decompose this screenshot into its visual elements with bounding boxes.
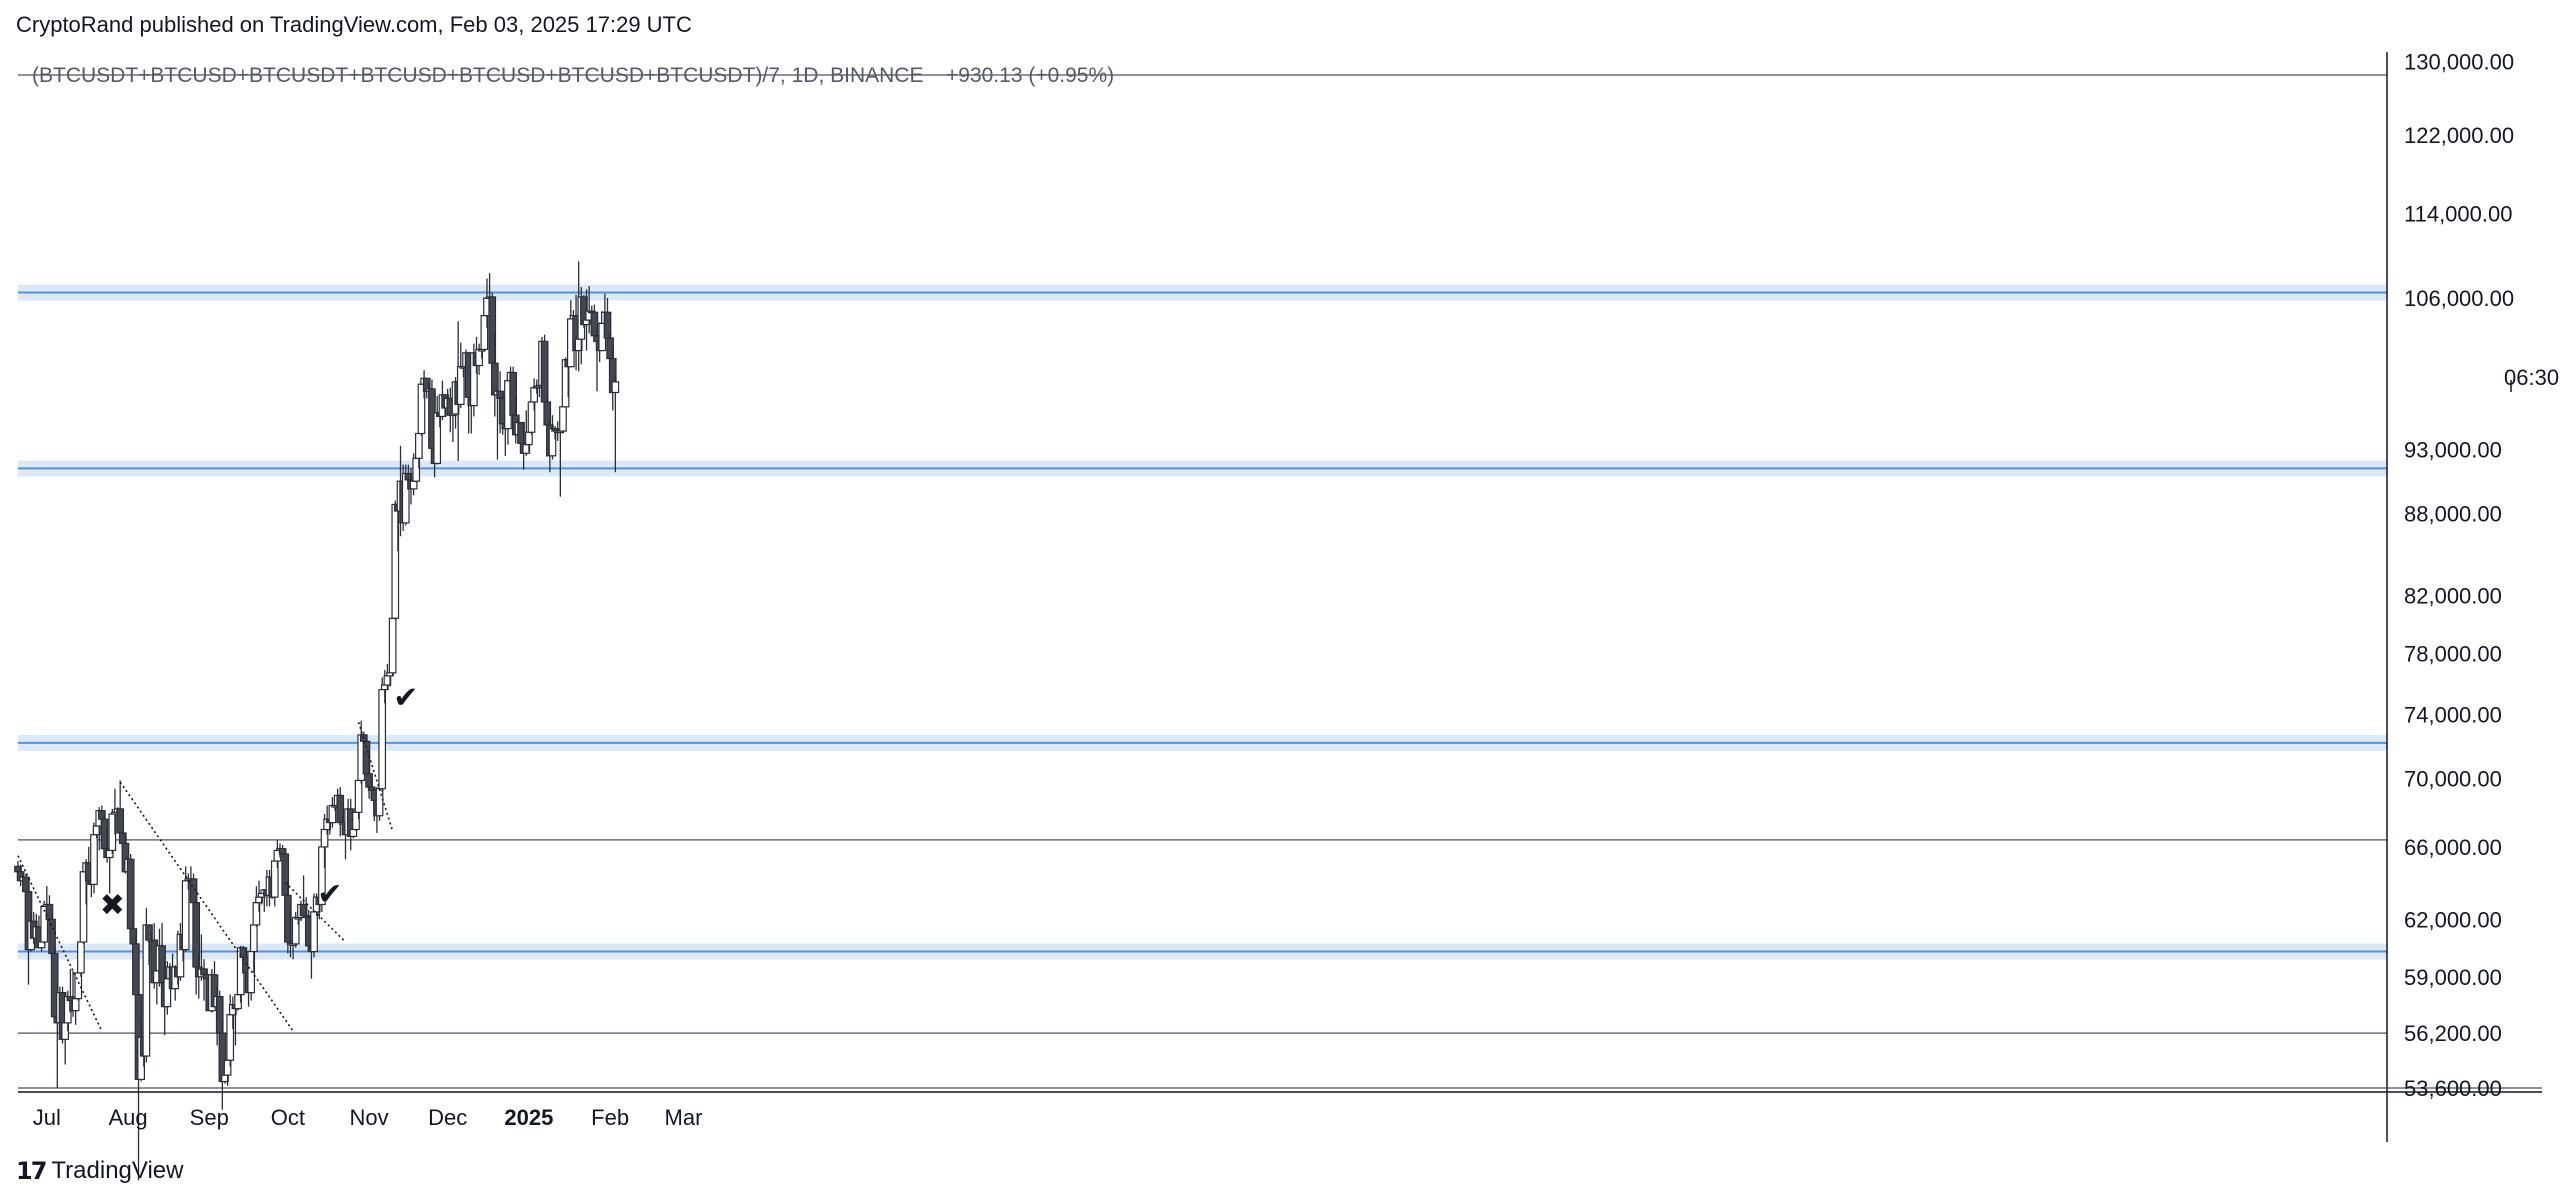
time-tick-label: Oct bbox=[271, 1105, 305, 1130]
price-change: +930.13 (+0.95%) bbox=[946, 64, 1114, 87]
candle bbox=[77, 938, 85, 977]
price-tick-label: 106,000.00 bbox=[2404, 286, 2514, 311]
annotation-markers: ✖ ✔ ✔ bbox=[100, 680, 419, 923]
candle-body bbox=[388, 617, 397, 674]
price-tick-label: 59,000.00 bbox=[2404, 965, 2502, 990]
price-tick-label: 62,000.00 bbox=[2404, 907, 2502, 932]
trendline[interactable] bbox=[17, 855, 103, 1032]
candle-body bbox=[611, 381, 620, 394]
price-tick-label: 130,000.00 bbox=[2404, 50, 2514, 75]
time-tick-label: 2025 bbox=[504, 1105, 553, 1130]
price-tick-label: 53,600.00 bbox=[2404, 1076, 2502, 1101]
candle-body bbox=[310, 911, 318, 953]
price-tick-label: 122,000.00 bbox=[2404, 123, 2514, 148]
published-info: CryptoRand published on TradingView.com,… bbox=[16, 12, 692, 37]
candle-body bbox=[116, 808, 125, 834]
time-axis: Jul Aug Sep Oct Nov Dec 2025 Feb Mar bbox=[33, 1105, 703, 1130]
candle-body bbox=[540, 340, 549, 403]
time-tick-label: Nov bbox=[350, 1105, 389, 1130]
candlesticks bbox=[14, 261, 620, 1181]
candle-body bbox=[559, 406, 567, 432]
price-axis: 130,000.00 122,000.00 114,000.00 106,000.00… bbox=[2404, 50, 2514, 1101]
price-tick-label: 74,000.00 bbox=[2404, 702, 2502, 727]
time-tick-label: Dec bbox=[428, 1105, 467, 1130]
candle-body bbox=[378, 688, 387, 790]
price-tick-label: 66,000.00 bbox=[2404, 835, 2502, 860]
symbol-legend: (BTCUSDT+BTCUSD+BTCUSDT+BTCUSD+BTCUSD+BT… bbox=[32, 64, 1114, 87]
support-resistance-zones bbox=[18, 284, 2387, 960]
symbol-title: (BTCUSDT+BTCUSD+BTCUSDT+BTCUSD+BTCUSD+BT… bbox=[32, 64, 923, 87]
candle bbox=[611, 374, 620, 473]
price-tick-label: 56,200.00 bbox=[2404, 1021, 2502, 1046]
candle-body bbox=[415, 432, 423, 459]
candle-body bbox=[278, 848, 287, 855]
countdown-label: 06:30:25 bbox=[2504, 365, 2560, 390]
check-marker-icon: ✔ bbox=[317, 877, 342, 912]
price-tick-label: 88,000.00 bbox=[2404, 502, 2502, 527]
time-tick-label: Mar bbox=[665, 1105, 703, 1130]
candle-body bbox=[90, 834, 98, 885]
candle-body bbox=[375, 788, 384, 817]
price-tick-label: 78,000.00 bbox=[2404, 641, 2502, 666]
candle-body bbox=[181, 880, 190, 951]
time-tick-label: Aug bbox=[108, 1105, 147, 1130]
candle-body bbox=[77, 941, 85, 974]
trendline[interactable] bbox=[119, 781, 294, 1032]
time-tick-label: Sep bbox=[190, 1105, 229, 1130]
cross-marker-icon: ✖ bbox=[100, 888, 125, 923]
check-marker-icon: ✔ bbox=[393, 680, 418, 715]
price-tick-label: 93,000.00 bbox=[2404, 438, 2502, 463]
candle-body bbox=[249, 924, 258, 953]
candle-body bbox=[132, 943, 140, 996]
trendline[interactable] bbox=[357, 721, 394, 832]
time-tick-label: Jul bbox=[33, 1105, 61, 1130]
tradingview-logo-icon: 17 bbox=[16, 1157, 47, 1185]
time-tick-label: Feb bbox=[591, 1105, 629, 1130]
trendlines bbox=[17, 721, 394, 1032]
trendline[interactable] bbox=[284, 881, 347, 943]
candle-body bbox=[22, 876, 30, 893]
price-tick-label: 82,000.00 bbox=[2404, 583, 2502, 608]
candle-body bbox=[354, 779, 363, 813]
price-tick-label: 114,000.00 bbox=[2404, 202, 2512, 227]
tradingview-brand[interactable]: 17 TradingView bbox=[16, 1157, 183, 1185]
candle bbox=[116, 780, 125, 839]
horizontal-lines bbox=[18, 74, 2542, 1089]
brand-name: TradingView bbox=[51, 1157, 184, 1184]
price-tick-label: 70,000.00 bbox=[2404, 767, 2502, 792]
